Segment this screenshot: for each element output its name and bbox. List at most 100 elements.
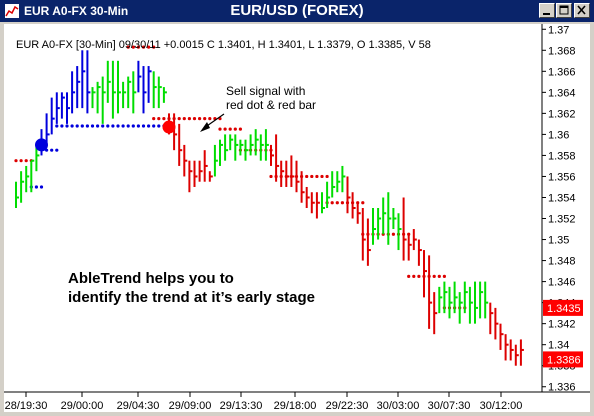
y-tick-label: 1.36 [548, 129, 569, 141]
price-bar [142, 66, 147, 114]
arrow-head-icon [200, 122, 210, 132]
x-tick-label: 29/00:00 [61, 400, 104, 412]
price-bar [295, 160, 300, 193]
price-bar [178, 123, 183, 166]
price-bar [76, 66, 81, 109]
trend-stop-dot [90, 124, 95, 128]
price-bar [351, 192, 356, 219]
minimize-icon [543, 13, 550, 15]
price-bar [259, 134, 264, 161]
trend-stop-dot [218, 127, 222, 131]
price-bar [341, 165, 346, 193]
price-bar [96, 81, 101, 114]
trend-stop-dot [310, 174, 314, 179]
svg-text:1.3435: 1.3435 [547, 303, 581, 315]
x-tick-label: 30/07:30 [428, 400, 471, 412]
trend-stop-dot [126, 124, 130, 128]
price-bar [66, 92, 70, 124]
trend-stop-dot [136, 124, 140, 128]
price-bar [468, 286, 473, 324]
trend-stop-dot [152, 117, 156, 121]
trend-stop-dot [106, 124, 110, 128]
price-bar [35, 144, 40, 172]
trend-stop-dot [34, 185, 39, 189]
trend-stop-dot [75, 124, 79, 128]
y-tick-label: 1.342 [548, 319, 576, 331]
trend-stop-dot [305, 174, 309, 179]
trend-stop-dot [177, 117, 181, 121]
title-bar: EUR A0-FX 30-Min EUR/USD (FOREX) [0, 0, 594, 22]
trend-stop-dot [223, 127, 227, 131]
price-bar [208, 171, 213, 182]
price-bar [275, 134, 280, 182]
trend-stop-dot [121, 124, 125, 128]
price-bar [504, 334, 509, 361]
price-bar [81, 50, 86, 109]
trend-stop-dot [131, 124, 135, 128]
price-bar [479, 281, 484, 319]
chart-canvas: 1.37 1.368 1.366 1.364 1.362 1.36 1.358 1.356 1.… [0, 22, 594, 416]
price-bar [193, 160, 198, 187]
chart-frame [4, 24, 590, 412]
trend-stop-dot [80, 124, 84, 128]
price-bar [213, 144, 218, 177]
trend-stop-dot [85, 124, 89, 128]
y-tick-label: 1.354 [548, 192, 576, 204]
sell-signal-dot [162, 120, 176, 134]
close-button[interactable] [574, 3, 590, 18]
price-bar [423, 250, 427, 298]
trend-stop-dot [407, 274, 411, 278]
price-bar [30, 159, 35, 193]
y-tick-label: 1.346 [548, 277, 576, 289]
trend-stop-dot [152, 124, 156, 128]
price-bar [356, 202, 361, 224]
price-bar [203, 150, 208, 182]
trend-stop-dot [162, 117, 166, 121]
price-bar [382, 197, 387, 235]
price-label: 1.3386 [543, 351, 583, 368]
price-bar [50, 97, 55, 135]
price-bar [244, 139, 249, 161]
app-icon [5, 4, 19, 18]
window-title: EUR A0-FX 30-Min [24, 4, 129, 18]
price-bar [336, 171, 341, 193]
trend-stop-dot [432, 274, 436, 278]
x-tick-label: 29/13:30 [220, 400, 263, 412]
maximize-icon [559, 5, 569, 15]
price-bar [484, 281, 489, 319]
chart-title: EUR/USD (FOREX) [230, 2, 364, 19]
trend-stop-dot [136, 45, 140, 49]
price-bar [254, 129, 259, 156]
trend-stop-dot [157, 117, 161, 121]
price-bar [132, 71, 137, 114]
chart-info-line: EUR A0-FX [30-Min] 09/30/11 +0.0015 C 1.… [16, 39, 431, 51]
price-bar [106, 60, 111, 103]
trend-stop-dot [391, 232, 395, 236]
price-bar [229, 134, 234, 151]
price-bar [366, 218, 371, 266]
trend-stop-dot [335, 201, 339, 205]
trend-stop-dot [55, 148, 59, 152]
price-bar [509, 339, 514, 361]
price-bar [147, 66, 152, 103]
minimize-button[interactable] [539, 3, 555, 18]
price-bar [157, 76, 162, 109]
y-tick-label: 1.336 [548, 382, 576, 394]
trend-stop-dot [96, 124, 100, 128]
svg-text:1.3386: 1.3386 [547, 354, 581, 366]
x-tick-label: 29/04:30 [117, 400, 160, 412]
price-bar [188, 160, 193, 193]
price-bar [152, 71, 157, 109]
trend-stop-dot [157, 124, 161, 128]
price-bar [45, 113, 50, 145]
y-tick-label: 1.362 [548, 108, 576, 120]
trend-stop-dot [269, 174, 273, 179]
price-bar [162, 87, 167, 103]
price-bar [280, 160, 285, 187]
trend-stop-dot [182, 117, 186, 121]
price-bar [173, 113, 178, 151]
trend-stop-dot [340, 201, 344, 205]
price-bar [412, 229, 417, 251]
maximize-button[interactable] [556, 3, 572, 18]
